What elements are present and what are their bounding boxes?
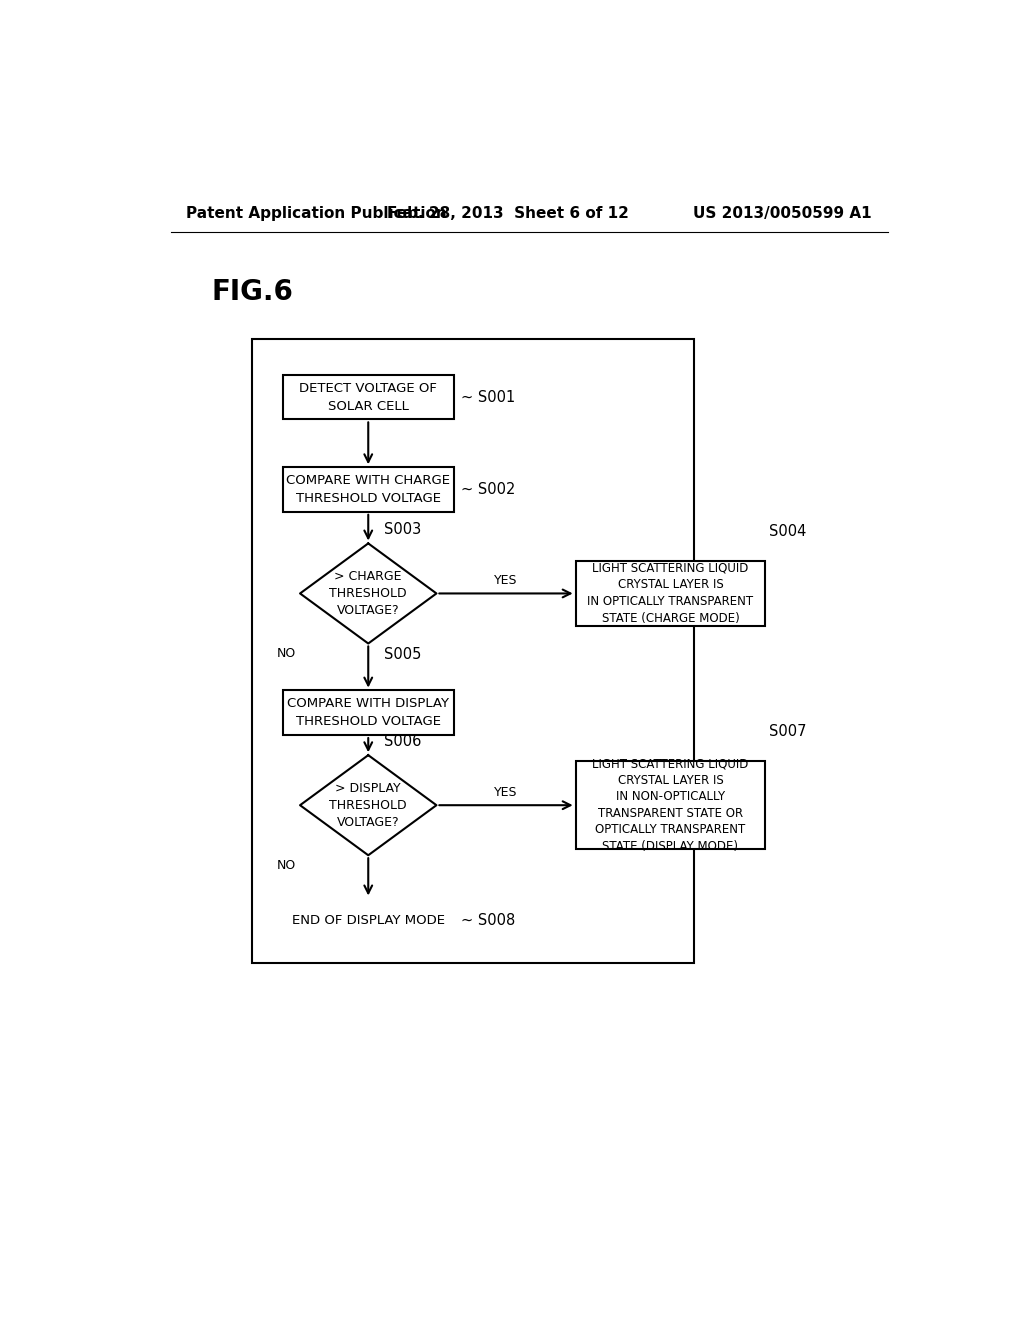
Text: ~ S008: ~ S008 bbox=[461, 913, 515, 928]
Text: S005: S005 bbox=[384, 647, 421, 663]
Text: ~ S002: ~ S002 bbox=[461, 482, 516, 498]
Text: DETECT VOLTAGE OF
SOLAR CELL: DETECT VOLTAGE OF SOLAR CELL bbox=[299, 381, 437, 413]
Text: Patent Application Publication: Patent Application Publication bbox=[186, 206, 446, 222]
Text: LIGHT SCATTERING LIQUID
CRYSTAL LAYER IS
IN NON-OPTICALLY
TRANSPARENT STATE OR
O: LIGHT SCATTERING LIQUID CRYSTAL LAYER IS… bbox=[592, 758, 749, 853]
FancyBboxPatch shape bbox=[575, 760, 765, 850]
Text: YES: YES bbox=[495, 574, 518, 587]
Text: FIG.6: FIG.6 bbox=[212, 277, 294, 306]
Text: NO: NO bbox=[276, 647, 296, 660]
FancyBboxPatch shape bbox=[283, 690, 454, 735]
Text: ~ S001: ~ S001 bbox=[461, 389, 515, 405]
FancyBboxPatch shape bbox=[575, 561, 765, 626]
Text: S006: S006 bbox=[384, 734, 421, 748]
Text: NO: NO bbox=[276, 859, 296, 873]
Text: Feb. 28, 2013  Sheet 6 of 12: Feb. 28, 2013 Sheet 6 of 12 bbox=[387, 206, 629, 222]
Text: END OF DISPLAY MODE: END OF DISPLAY MODE bbox=[292, 915, 444, 927]
Text: YES: YES bbox=[495, 785, 518, 799]
FancyBboxPatch shape bbox=[283, 467, 454, 512]
Text: S004: S004 bbox=[769, 524, 807, 539]
FancyBboxPatch shape bbox=[283, 375, 454, 420]
Text: S003: S003 bbox=[384, 523, 421, 537]
Text: > CHARGE
THRESHOLD
VOLTAGE?: > CHARGE THRESHOLD VOLTAGE? bbox=[330, 570, 408, 616]
Text: US 2013/0050599 A1: US 2013/0050599 A1 bbox=[693, 206, 872, 222]
Text: COMPARE WITH DISPLAY
THRESHOLD VOLTAGE: COMPARE WITH DISPLAY THRESHOLD VOLTAGE bbox=[288, 697, 450, 729]
Text: S007: S007 bbox=[769, 725, 807, 739]
Text: LIGHT SCATTERING LIQUID
CRYSTAL LAYER IS
IN OPTICALLY TRANSPARENT
STATE (CHARGE : LIGHT SCATTERING LIQUID CRYSTAL LAYER IS… bbox=[588, 561, 754, 626]
Text: > DISPLAY
THRESHOLD
VOLTAGE?: > DISPLAY THRESHOLD VOLTAGE? bbox=[330, 781, 408, 829]
Text: COMPARE WITH CHARGE
THRESHOLD VOLTAGE: COMPARE WITH CHARGE THRESHOLD VOLTAGE bbox=[287, 474, 451, 506]
